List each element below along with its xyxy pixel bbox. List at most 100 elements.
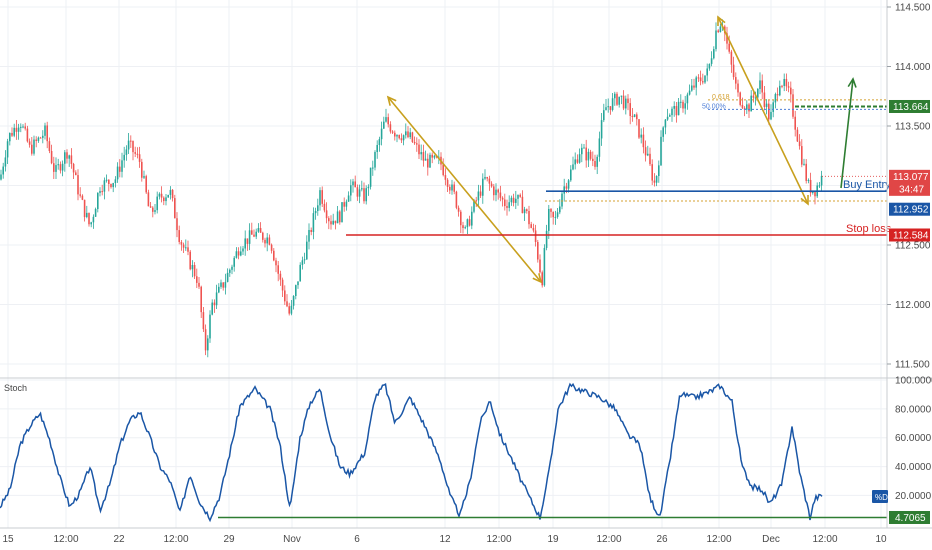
candle-down [339, 211, 341, 223]
candle-down [792, 94, 794, 117]
candle-up [715, 30, 717, 50]
candle-up [750, 95, 752, 112]
candle-down [281, 279, 284, 291]
candle-down [629, 103, 631, 116]
candle-down [141, 161, 143, 178]
candle-up [583, 147, 585, 149]
candle-up [231, 266, 233, 270]
candle-up [572, 164, 574, 170]
y-tick-label: 114.000 [895, 62, 931, 73]
candle-up [332, 220, 334, 225]
candle-up [713, 49, 715, 59]
candle-up [757, 88, 759, 98]
candle-up [607, 106, 609, 108]
candle-up [587, 151, 590, 161]
candle-down [781, 85, 783, 87]
stop-loss-label: Stop loss [846, 223, 892, 235]
stoch-y-tick-label: 20.0000 [895, 491, 932, 502]
candle-up [336, 211, 339, 224]
candle-down [499, 192, 502, 198]
candle-up [22, 126, 24, 128]
fib-label: 50.00% [702, 103, 726, 110]
candle-down [653, 180, 656, 183]
candle-up [6, 141, 9, 158]
candle-up [127, 140, 130, 150]
candle-up [765, 103, 768, 107]
candle-up [600, 120, 603, 139]
candle-up [92, 216, 95, 223]
candle-down [270, 244, 273, 251]
candle-down [413, 141, 416, 144]
candle-down [501, 197, 504, 200]
candle-down [699, 77, 702, 82]
candle-down [743, 107, 746, 110]
candle-down [651, 164, 653, 181]
candle-down [642, 134, 645, 148]
candle-down [75, 172, 77, 176]
candle-down [446, 179, 449, 187]
y-tick-label: 112.000 [895, 300, 931, 311]
x-tick-label: 29 [223, 534, 235, 545]
candle-down [490, 183, 493, 187]
uptrend-projection-arrow-head [847, 77, 857, 88]
candle-up [647, 153, 649, 156]
price-candles [0, 19, 823, 358]
stoch-legend-tag-bg [872, 490, 888, 503]
candle-up [567, 180, 570, 189]
downtrend-arrow-1-head [532, 273, 543, 284]
candle-down [675, 106, 678, 116]
candle-down [275, 260, 277, 266]
candle-down [431, 154, 433, 158]
candle-up [55, 165, 57, 172]
candle-down [493, 186, 495, 196]
candle-up [185, 247, 187, 249]
candle-down [389, 124, 392, 132]
candle-up [248, 230, 251, 244]
candle-up [473, 200, 475, 212]
candle-up [807, 179, 810, 181]
candle-up [233, 257, 235, 267]
candle-down [50, 150, 53, 164]
candle-down [479, 191, 482, 196]
level-tag-buy-entry-bg [889, 202, 930, 216]
candle-down [585, 147, 587, 161]
x-tick-label: 15 [2, 534, 14, 545]
candle-up [158, 193, 161, 197]
candle-down [145, 176, 147, 193]
candle-down [253, 234, 255, 237]
candle-down [475, 200, 477, 202]
candle-up [559, 206, 561, 213]
candle-up [691, 85, 693, 91]
stoch-value-tag: 4.7065 [895, 513, 926, 524]
uptrend-projection-arrow-line [840, 78, 854, 189]
candle-up [495, 189, 497, 196]
candle-up [209, 314, 211, 339]
candle-up [466, 219, 469, 228]
candle-down [200, 286, 202, 313]
candle-up [154, 210, 156, 212]
candle-down [28, 141, 31, 145]
candle-down [273, 250, 275, 261]
candle-up [378, 139, 381, 145]
candle-up [754, 97, 757, 99]
candle-up [598, 138, 601, 157]
candle-down [204, 329, 207, 351]
candle-up [420, 152, 422, 155]
candle-up [523, 209, 526, 214]
candle-up [680, 101, 682, 103]
candle-up [783, 78, 785, 86]
candle-up [464, 227, 466, 229]
stoch-legend-tag: %D [875, 493, 888, 502]
candle-up [169, 189, 172, 195]
downtrend-arrow-1 [386, 95, 543, 284]
candle-up [620, 95, 623, 97]
candle-up [563, 186, 565, 194]
stochastic-pane [0, 382, 887, 523]
current-price-tag: 113.077 [893, 172, 929, 183]
level-tag-buy-entry: 112.952 [893, 205, 929, 216]
candle-down [442, 164, 444, 176]
candle-up [424, 158, 427, 161]
candle-down [394, 132, 396, 137]
candle-up [581, 147, 583, 155]
